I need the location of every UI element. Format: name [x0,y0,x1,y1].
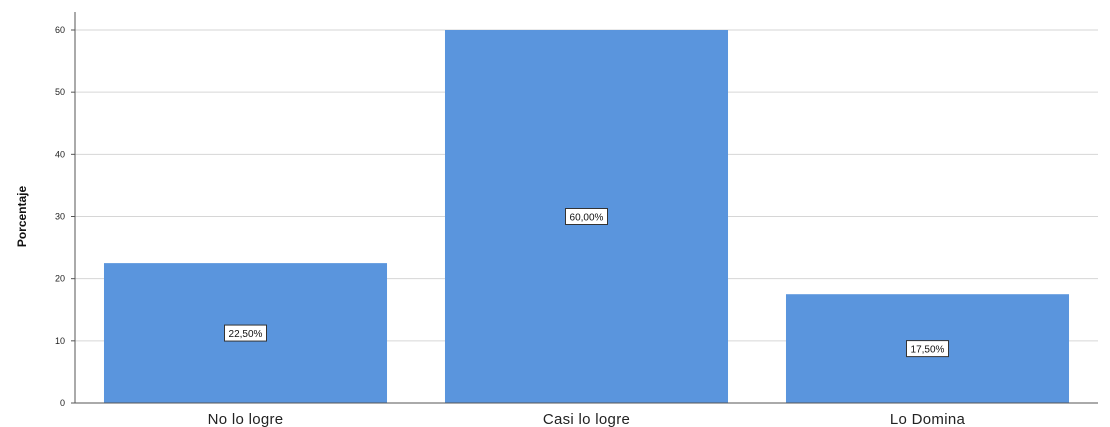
data-label-box [906,340,949,358]
y-axis-title: Porcentaje [15,185,29,247]
y-tick-label: 50 [55,87,65,97]
y-axis-ticks: 0 10 20 30 40 50 60 [55,25,75,408]
data-label-box [224,324,267,342]
x-axis-labels: No lo logre Casi lo logre Lo Domina [208,411,966,427]
y-tick-label: 60 [55,25,65,35]
data-label: 60,00% [570,213,604,224]
y-tick-label: 10 [55,336,65,346]
data-labels: 22,50% 60,00% 17,50% [224,208,949,358]
data-label: 17,50% [911,345,945,356]
y-tick-label: 30 [55,212,65,222]
x-category-label: Casi lo logre [543,411,630,427]
data-label-box [565,208,608,225]
data-label: 22,50% [229,329,263,340]
y-tick-label: 0 [60,398,65,408]
y-tick-label: 20 [55,274,65,284]
x-category-label: Lo Domina [890,411,966,427]
y-tick-label: 40 [55,149,65,159]
x-category-label: No lo logre [208,411,284,427]
